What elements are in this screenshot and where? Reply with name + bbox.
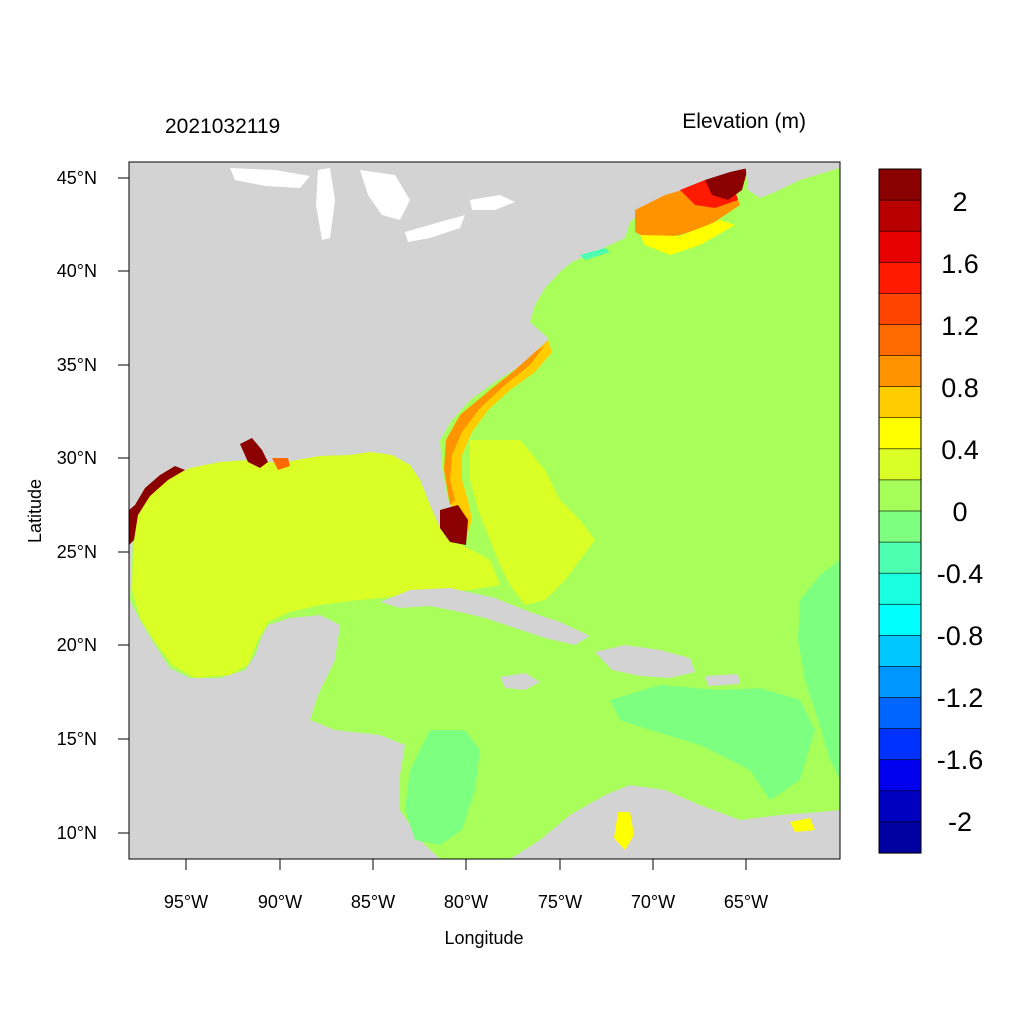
lon-tick-label: 90°W: [258, 892, 302, 912]
colorbar-swatch: [878, 261, 922, 294]
bay-of-fundy-surge: [705, 168, 748, 200]
lat-tick-label: 25°N: [57, 542, 97, 562]
colorbar-swatch: [878, 759, 922, 792]
lon-tick-label: 85°W: [351, 892, 395, 912]
lon-tick-label: 65°W: [724, 892, 768, 912]
colorbar-swatch: [878, 666, 922, 699]
bahamas-yellow: [470, 440, 595, 605]
land-cuba: [380, 588, 590, 645]
lat-tick-label: 35°N: [57, 355, 97, 375]
colorbar-swatch: [878, 603, 922, 636]
venezuela-coast-yellow: [790, 818, 815, 832]
x-axis-label: Longitude: [444, 928, 523, 948]
land-jamaica: [500, 673, 540, 690]
land-south-america: [510, 785, 840, 859]
colorbar-label: 2: [952, 187, 967, 217]
lon-tick-label: 75°W: [538, 892, 582, 912]
long-island-sound: [580, 248, 610, 260]
colorbar-swatch: [878, 293, 922, 326]
texas-coast-surge: [129, 466, 185, 545]
louisiana-orange: [272, 458, 290, 470]
colorbar-swatch: [878, 168, 922, 201]
colorbar-label: 1.2: [941, 311, 979, 341]
land-canada-maritimes: [745, 162, 840, 198]
colorbar-swatch: [878, 790, 922, 823]
colorbar-swatch: [878, 479, 922, 512]
lon-tick-label: 70°W: [631, 892, 675, 912]
lon-tick-label: 95°W: [164, 892, 208, 912]
lake-ontario: [470, 195, 515, 210]
lake-huron: [360, 170, 410, 220]
colorbar: [878, 168, 922, 854]
colorbar-swatch: [878, 199, 922, 232]
colorbar-swatch: [878, 417, 922, 450]
colorbar-label: 0.8: [941, 373, 979, 403]
southeast-coast-band: [444, 340, 552, 540]
southeast-coast-orange: [444, 345, 545, 505]
south-florida-surge: [440, 505, 468, 545]
lat-tick-label: 30°N: [57, 448, 97, 468]
lake-maracaibo: [614, 812, 634, 850]
caribbean-green-region: [610, 685, 815, 800]
colorbar-label: 1.6: [941, 249, 979, 279]
colorbar-frame: [878, 168, 922, 854]
land-hispaniola: [595, 645, 695, 678]
atlantic-east-green: [798, 560, 840, 780]
lat-tick-label: 45°N: [57, 168, 97, 188]
gulf-of-maine-yellow: [640, 220, 735, 255]
latitude-axis: 45°N 40°N 35°N 30°N 25°N 20°N 15°N 10°N: [57, 168, 129, 843]
colorbar-swatch: [878, 324, 922, 357]
lake-michigan: [316, 168, 335, 240]
lake-superior: [230, 168, 310, 188]
colorbar-swatch: [878, 728, 922, 761]
colorbar-swatch: [878, 230, 922, 263]
variable-title: Elevation (m): [682, 110, 806, 133]
colorbar-label: 0.4: [941, 435, 979, 465]
colorbar-swatch: [878, 448, 922, 481]
colorbar-label: -1.6: [937, 745, 984, 775]
date-title: 2021032119: [165, 115, 280, 138]
colorbar-swatch: [878, 541, 922, 574]
lat-tick-label: 15°N: [57, 729, 97, 749]
colorbar-swatch: [878, 572, 922, 605]
lat-tick-label: 40°N: [57, 261, 97, 281]
y-axis-label: Latitude: [25, 479, 45, 543]
louisiana-surge: [240, 438, 268, 468]
colorbar-swatch: [878, 386, 922, 419]
land-puerto-rico: [705, 674, 740, 686]
colorbar-labels: 2 1.6 1.2 0.8 0.4 0 -0.4 -0.8 -1.2 -1.6 …: [937, 187, 984, 837]
lat-tick-label: 10°N: [57, 823, 97, 843]
map-plot-area: [129, 162, 840, 859]
longitude-axis: 95°W 90°W 85°W 80°W 75°W 70°W 65°W: [164, 859, 768, 912]
lat-tick-label: 20°N: [57, 635, 97, 655]
plot-frame: [128, 161, 841, 860]
colorbar-swatch: [878, 697, 922, 730]
colorbar-swatch: [878, 355, 922, 388]
lake-erie: [405, 215, 465, 242]
colorbar-label: -0.8: [937, 621, 984, 651]
western-caribbean-green: [405, 730, 480, 845]
colorbar-label: -0.4: [937, 559, 984, 589]
colorbar-swatch: [878, 635, 922, 668]
colorbar-label: -1.2: [937, 683, 984, 713]
lon-tick-label: 80°W: [444, 892, 488, 912]
colorbar-swatch: [878, 510, 922, 543]
colorbar-swatch: [878, 821, 922, 854]
colorbar-label: 0: [952, 497, 967, 527]
colorbar-label: -2: [948, 807, 972, 837]
gulf-of-mexico: [132, 452, 500, 678]
